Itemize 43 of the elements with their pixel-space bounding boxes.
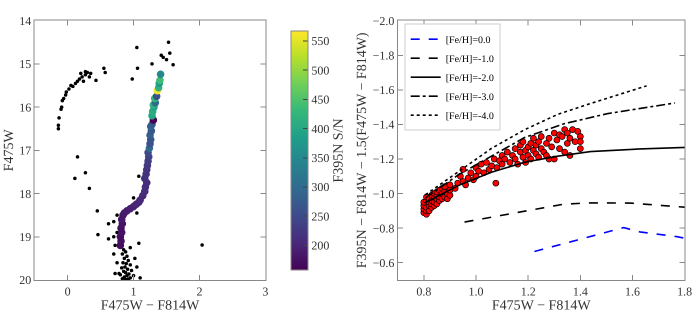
color-bar-label: 250 [311,209,330,224]
y-tick-label: 20 [19,273,32,288]
y-tick-label: −0.8 [372,221,394,236]
color-bar-label: 300 [311,180,330,194]
y-tick-label: −0.6 [372,256,394,270]
x-tick-label: 0.8 [416,284,432,298]
y-tick-label: −1.6 [372,83,394,98]
x-tick-label: 0 [64,284,71,298]
color-bar-label: 350 [311,150,330,165]
legend-label: [Fe/H]=-3.0 [446,92,494,104]
y-tick-label: −1.4 [372,118,394,132]
x-tick-label: 3 [262,284,268,298]
y-tick-label: 15 [19,57,32,72]
legend-label: [Fe/H]=0.0 [446,35,491,46]
x-tick-label: 1.8 [677,284,692,298]
x-axis-title: F475W − F814W [492,298,592,314]
color-bar-label: 400 [311,122,330,136]
x-tick-label: 1.0 [468,284,484,298]
y-tick-label: −1.0 [372,186,394,201]
y-tick-label: 17 [19,144,32,158]
x-tick-label: 1.4 [572,284,588,298]
x-tick-label: 2 [196,284,202,298]
x-tick-label: 1.6 [625,284,640,298]
x-tick-label: 1 [130,284,137,298]
y-tick-label: 14 [19,14,32,28]
color-bar-label: 200 [311,238,330,253]
x-tick-label: 1.2 [520,284,536,298]
color-bar-label: 450 [311,92,330,107]
color-bar-label: 550 [311,34,330,48]
legend-label: [Fe/H]=-2.0 [446,73,494,84]
y-tick-label: −1.8 [372,48,394,62]
color-bar-label: 500 [311,63,330,78]
y-tick-label: 19 [19,230,32,244]
y-tick-label: 16 [19,100,32,114]
legend-label: [Fe/H]=-1.0 [446,54,494,66]
y-axis-title: F395N − F814W − 1.5(F475W − F814W) [355,32,370,268]
y-tick-label: 18 [19,186,32,201]
y-axis-title: F475W [2,128,17,172]
y-tick-label: −1.2 [372,152,394,166]
x-axis-title: F475W − F814W [100,298,200,314]
y-tick-label: −2.0 [372,14,394,28]
color-bar-title: F395N S/N [331,118,346,183]
legend-label: [Fe/H]=-4.0 [446,111,494,122]
